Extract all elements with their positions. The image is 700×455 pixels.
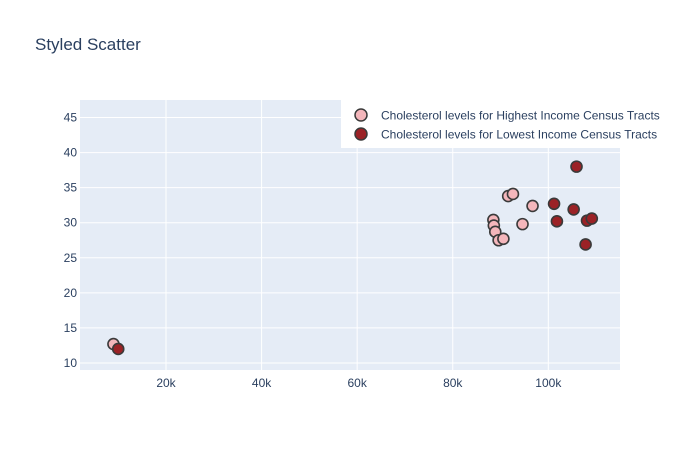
scatter-point[interactable] [567, 203, 580, 216]
legend-background [341, 98, 695, 148]
x-tick-label: 40k [252, 376, 272, 390]
scatter-point[interactable] [585, 212, 599, 225]
legend[interactable]: Cholesterol levels for Highest Income Ce… [341, 98, 695, 148]
scatter-point[interactable] [550, 215, 564, 228]
legend-marker-lowest[interactable] [354, 127, 368, 141]
scatter-point[interactable] [570, 160, 583, 173]
y-tick-label: 35 [64, 181, 78, 195]
y-tick-label: 10 [64, 356, 78, 370]
scatter-point[interactable] [579, 238, 592, 251]
legend-marker-highest[interactable] [354, 108, 368, 122]
series-lowest-income [111, 160, 599, 356]
scatter-point[interactable] [526, 199, 539, 213]
legend-label-highest[interactable]: Cholesterol levels for Highest Income Ce… [381, 109, 660, 123]
y-tick-label: 40 [64, 146, 78, 160]
x-tick-label: 100k [535, 376, 562, 390]
chart-title: Styled Scatter [35, 35, 141, 54]
legend-label-lowest[interactable]: Cholesterol levels for Lowest Income Cen… [381, 128, 657, 142]
x-axis-ticks: 20k 40k 60k 80k 100k [156, 376, 562, 390]
x-tick-label: 80k [443, 376, 463, 390]
scatter-point[interactable] [516, 217, 529, 231]
y-tick-label: 20 [64, 286, 78, 300]
scatter-point[interactable] [497, 232, 510, 246]
x-tick-label: 60k [347, 376, 367, 390]
y-tick-label: 15 [64, 321, 78, 335]
y-tick-label: 45 [64, 111, 78, 125]
data-points [107, 160, 599, 356]
scatter-point[interactable] [547, 197, 561, 211]
scatter-point[interactable] [111, 342, 125, 356]
y-axis-ticks: 10 15 20 25 30 35 40 45 [64, 111, 78, 370]
scatter-point[interactable] [506, 187, 520, 201]
y-tick-label: 30 [64, 216, 78, 230]
x-tick-label: 20k [156, 376, 176, 390]
y-tick-label: 25 [64, 251, 78, 265]
